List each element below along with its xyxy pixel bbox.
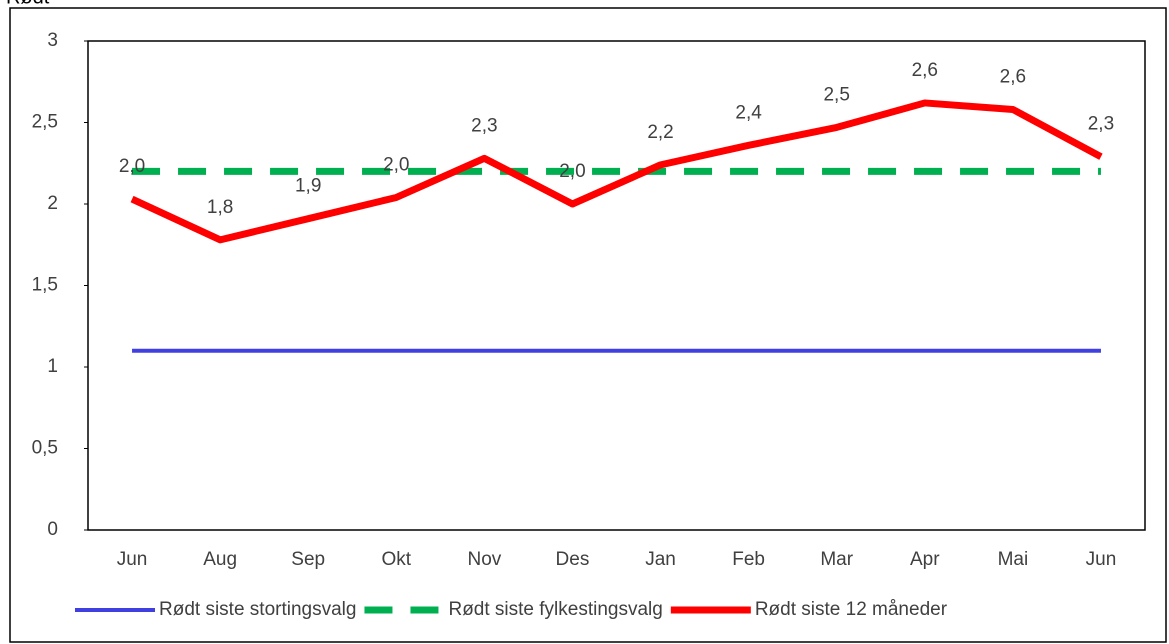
x-tick-label: Apr — [910, 549, 940, 570]
x-tick-label: Mai — [998, 549, 1029, 570]
y-tick-label: 0,5 — [32, 438, 58, 459]
x-tick-label: Sep — [291, 549, 325, 570]
x-tick-label: Mar — [820, 549, 853, 570]
data-label: 2,6 — [912, 60, 938, 81]
data-label: 2,2 — [647, 122, 673, 143]
x-tick-label: Des — [556, 549, 590, 570]
x-tick-label: Okt — [382, 549, 412, 570]
chart-title: Rødt — [6, 0, 50, 8]
legend-label: Rødt siste 12 måneder — [755, 599, 948, 620]
data-label: 2,0 — [383, 154, 409, 175]
x-tick-label: Jun — [1086, 549, 1117, 570]
y-tick-label: 0 — [47, 519, 58, 540]
x-tick-label: Aug — [203, 549, 237, 570]
data-label: 2,3 — [1088, 114, 1114, 135]
legend-label: Rødt siste stortingsvalg — [159, 599, 356, 620]
data-label: 1,8 — [207, 197, 233, 218]
series-line — [130, 99, 1103, 244]
x-tick-label: Jan — [645, 549, 676, 570]
y-tick-label: 1,5 — [32, 275, 58, 296]
y-tick-label: 2 — [47, 193, 58, 214]
x-tick-label: Nov — [467, 549, 501, 570]
y-tick-label: 3 — [47, 30, 58, 51]
data-label: 2,3 — [471, 115, 497, 136]
data-label: 2,4 — [735, 102, 762, 123]
chart-border — [9, 7, 1167, 643]
data-label: 1,9 — [295, 176, 321, 197]
x-tick-label: Feb — [732, 549, 765, 570]
data-label: 2,6 — [1000, 66, 1026, 87]
plot-area — [87, 40, 1146, 531]
data-label: 2,5 — [823, 84, 849, 105]
legend-label: Rødt siste fylkestingsvalg — [448, 599, 662, 620]
data-label: 2,0 — [559, 161, 585, 182]
x-tick-label: Jun — [117, 549, 148, 570]
data-label: 2,0 — [119, 156, 145, 177]
y-tick-label: 2,5 — [32, 112, 58, 133]
y-tick-label: 1 — [47, 356, 58, 377]
